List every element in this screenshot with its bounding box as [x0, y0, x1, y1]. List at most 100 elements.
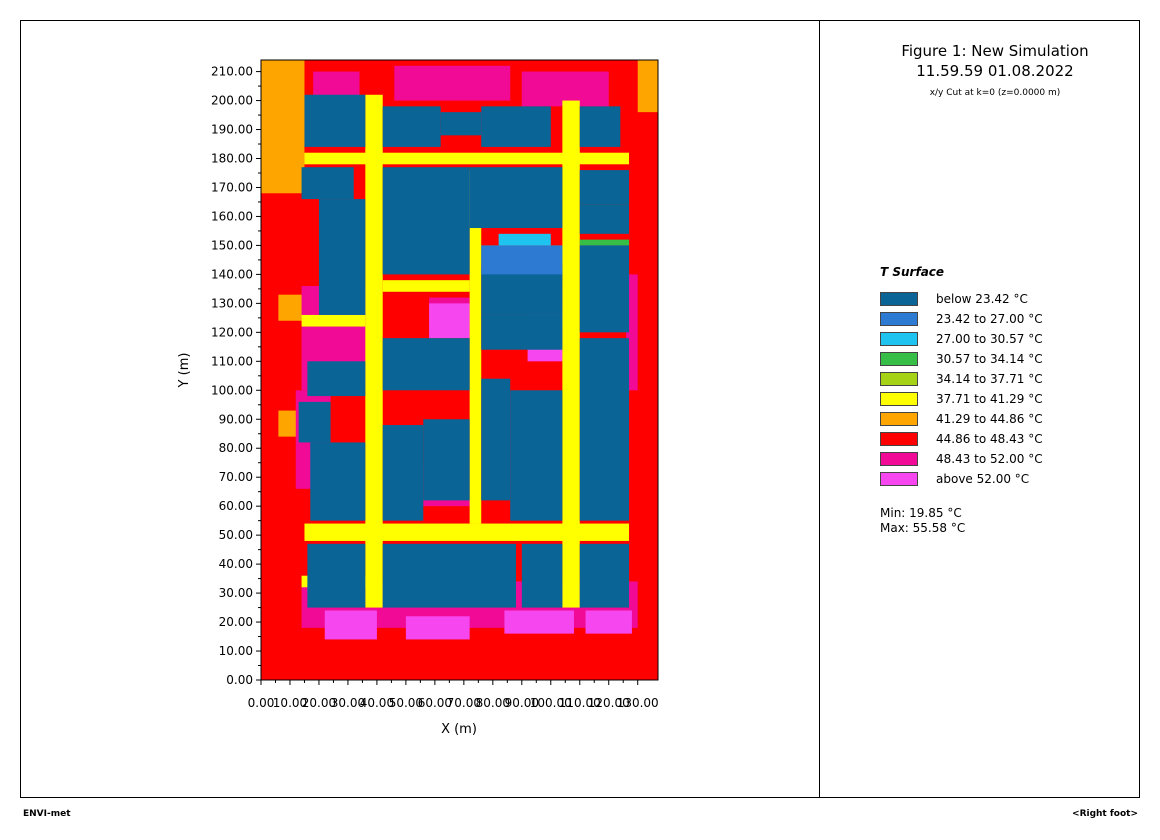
- heatmap-cell-22: [304, 152, 630, 165]
- heatmap-cell-2: [637, 60, 658, 113]
- heatmap-cell-9: [394, 65, 511, 101]
- heatmap-cell-50: [301, 167, 354, 200]
- heatmap-cell-23: [365, 94, 383, 608]
- heatmap-cell-16: [405, 616, 470, 640]
- y-tick-label: 140.00: [211, 267, 253, 281]
- footer-left: ENVI-met: [23, 809, 71, 819]
- y-tick-label: 50.00: [219, 528, 253, 542]
- heatmap-cell-44: [481, 268, 563, 315]
- heatmap-cell-21: [304, 523, 630, 541]
- legend-label: 37.71 to 41.29 °C: [936, 392, 1043, 406]
- heatmap-cell-40: [298, 401, 331, 443]
- legend-swatch: [880, 412, 918, 426]
- legend-label: 41.29 to 44.86 °C: [936, 412, 1043, 426]
- y-tick-label: 180.00: [211, 152, 253, 166]
- heatmap-cell-39: [307, 361, 366, 397]
- heatmap-plot: 0.0010.0020.0030.0040.0050.0060.0070.008…: [177, 59, 659, 737]
- y-tick-label: 190.00: [211, 123, 253, 137]
- y-tick-label: 200.00: [211, 94, 253, 108]
- heatmap-cell-19: [429, 303, 470, 339]
- heatmap-cell-11: [626, 274, 638, 391]
- y-axis: 0.00 10.00 20.00 30.00 40.00 50.00 60.00 70.00 8…: [211, 65, 261, 687]
- heatmap-cell-49: [318, 199, 366, 315]
- legend-frame: [820, 20, 1140, 798]
- y-tick-label: 150.00: [211, 238, 253, 252]
- heatmap-cell-31: [307, 543, 366, 608]
- y-tick-label: 0.00: [226, 673, 253, 687]
- heatmap-cell-4: [278, 410, 299, 437]
- y-axis-title: Y (m): [177, 353, 192, 389]
- x-tick-label: 30.00: [331, 696, 365, 710]
- max-value: Max: 55.58 °C: [880, 521, 966, 535]
- heatmap-cell-45: [481, 245, 563, 275]
- x-tick-label: 90.00: [505, 696, 539, 710]
- y-tick-label: 100.00: [211, 383, 253, 397]
- x-tick-label: 120.00: [588, 696, 630, 710]
- heatmap-cell-35: [310, 442, 366, 521]
- heatmap-cell-17: [504, 610, 574, 634]
- legend-label: 27.00 to 30.57 °C: [936, 332, 1043, 346]
- y-tick-label: 80.00: [219, 441, 253, 455]
- heatmap-cell-28: [469, 170, 482, 524]
- heatmap-cell-51: [382, 167, 470, 275]
- heatmap-cell-36: [382, 425, 424, 521]
- heatmap-cell-34: [579, 543, 630, 608]
- legend-swatch: [880, 372, 918, 386]
- x-tick-label: 50.00: [389, 696, 423, 710]
- x-tick-label: 20.00: [302, 696, 336, 710]
- y-tick-label: 40.00: [219, 557, 253, 571]
- y-tick-label: 20.00: [219, 615, 253, 629]
- y-tick-label: 130.00: [211, 296, 253, 310]
- footer-right: <Right foot>: [1072, 809, 1138, 819]
- x-tick-label: 0.00: [248, 696, 275, 710]
- legend-label: 30.57 to 34.14 °C: [936, 352, 1043, 366]
- heatmap-cell-38: [382, 338, 470, 391]
- heatmap-cell-24: [562, 100, 580, 608]
- plot-area-border: [260, 59, 659, 681]
- y-tick-label: 30.00: [219, 586, 253, 600]
- y-tick-label: 120.00: [211, 325, 253, 339]
- heatmap-cell-52: [469, 167, 563, 229]
- heatmap-cell-3: [278, 294, 305, 321]
- x-tick-label: 100.00: [530, 696, 572, 710]
- heatmap-cell-55: [304, 94, 366, 147]
- heatmap-cell-56: [382, 106, 441, 147]
- y-tick-label: 210.00: [211, 65, 253, 79]
- y-tick-label: 170.00: [211, 180, 253, 194]
- y-tick-label: 160.00: [211, 209, 253, 223]
- legend-title: T Surface: [880, 265, 945, 279]
- heatmap-cell-1: [261, 60, 305, 194]
- heatmap-cell-32: [382, 543, 517, 608]
- heatmap-cell-15: [324, 610, 377, 640]
- figure-timestamp: 11.59.59 01.08.2022: [916, 62, 1074, 80]
- heatmap-cell-54: [579, 204, 630, 234]
- legend-swatch: [880, 472, 918, 486]
- heatmap-cell-26: [382, 280, 470, 292]
- legend-label: 44.86 to 48.43 °C: [936, 432, 1043, 446]
- legend-swatch: [880, 452, 918, 466]
- legend-label: above 52.00 °C: [936, 472, 1030, 486]
- heatmap-cell-48: [579, 245, 630, 333]
- legend-swatch: [880, 292, 918, 306]
- y-tick-label: 110.00: [211, 354, 253, 368]
- heatmap-cells: [261, 60, 658, 680]
- heatmap-cell-58: [481, 106, 551, 147]
- heatmap-cell-33: [521, 543, 563, 608]
- legend-label: below 23.42 °C: [936, 292, 1028, 306]
- x-tick-label: 10.00: [273, 696, 307, 710]
- x-tick-label: 60.00: [418, 696, 452, 710]
- x-tick-label: 110.00: [559, 696, 601, 710]
- legend-swatch: [880, 432, 918, 446]
- figure-title: Figure 1: New Simulation: [901, 42, 1089, 60]
- legend-label: 23.42 to 27.00 °C: [936, 312, 1043, 326]
- x-tick-label: 130.00: [617, 696, 659, 710]
- x-tick-label: 80.00: [476, 696, 510, 710]
- heatmap-cell-57: [440, 112, 482, 136]
- legend-label: 48.43 to 52.00 °C: [936, 452, 1043, 466]
- heatmap-cell-37: [423, 419, 470, 501]
- heatmap-cell-18: [585, 610, 632, 634]
- y-tick-label: 10.00: [219, 644, 253, 658]
- y-tick-label: 90.00: [219, 412, 253, 426]
- heatmap-cell-46: [498, 233, 551, 246]
- heatmap-cell-59: [579, 106, 621, 147]
